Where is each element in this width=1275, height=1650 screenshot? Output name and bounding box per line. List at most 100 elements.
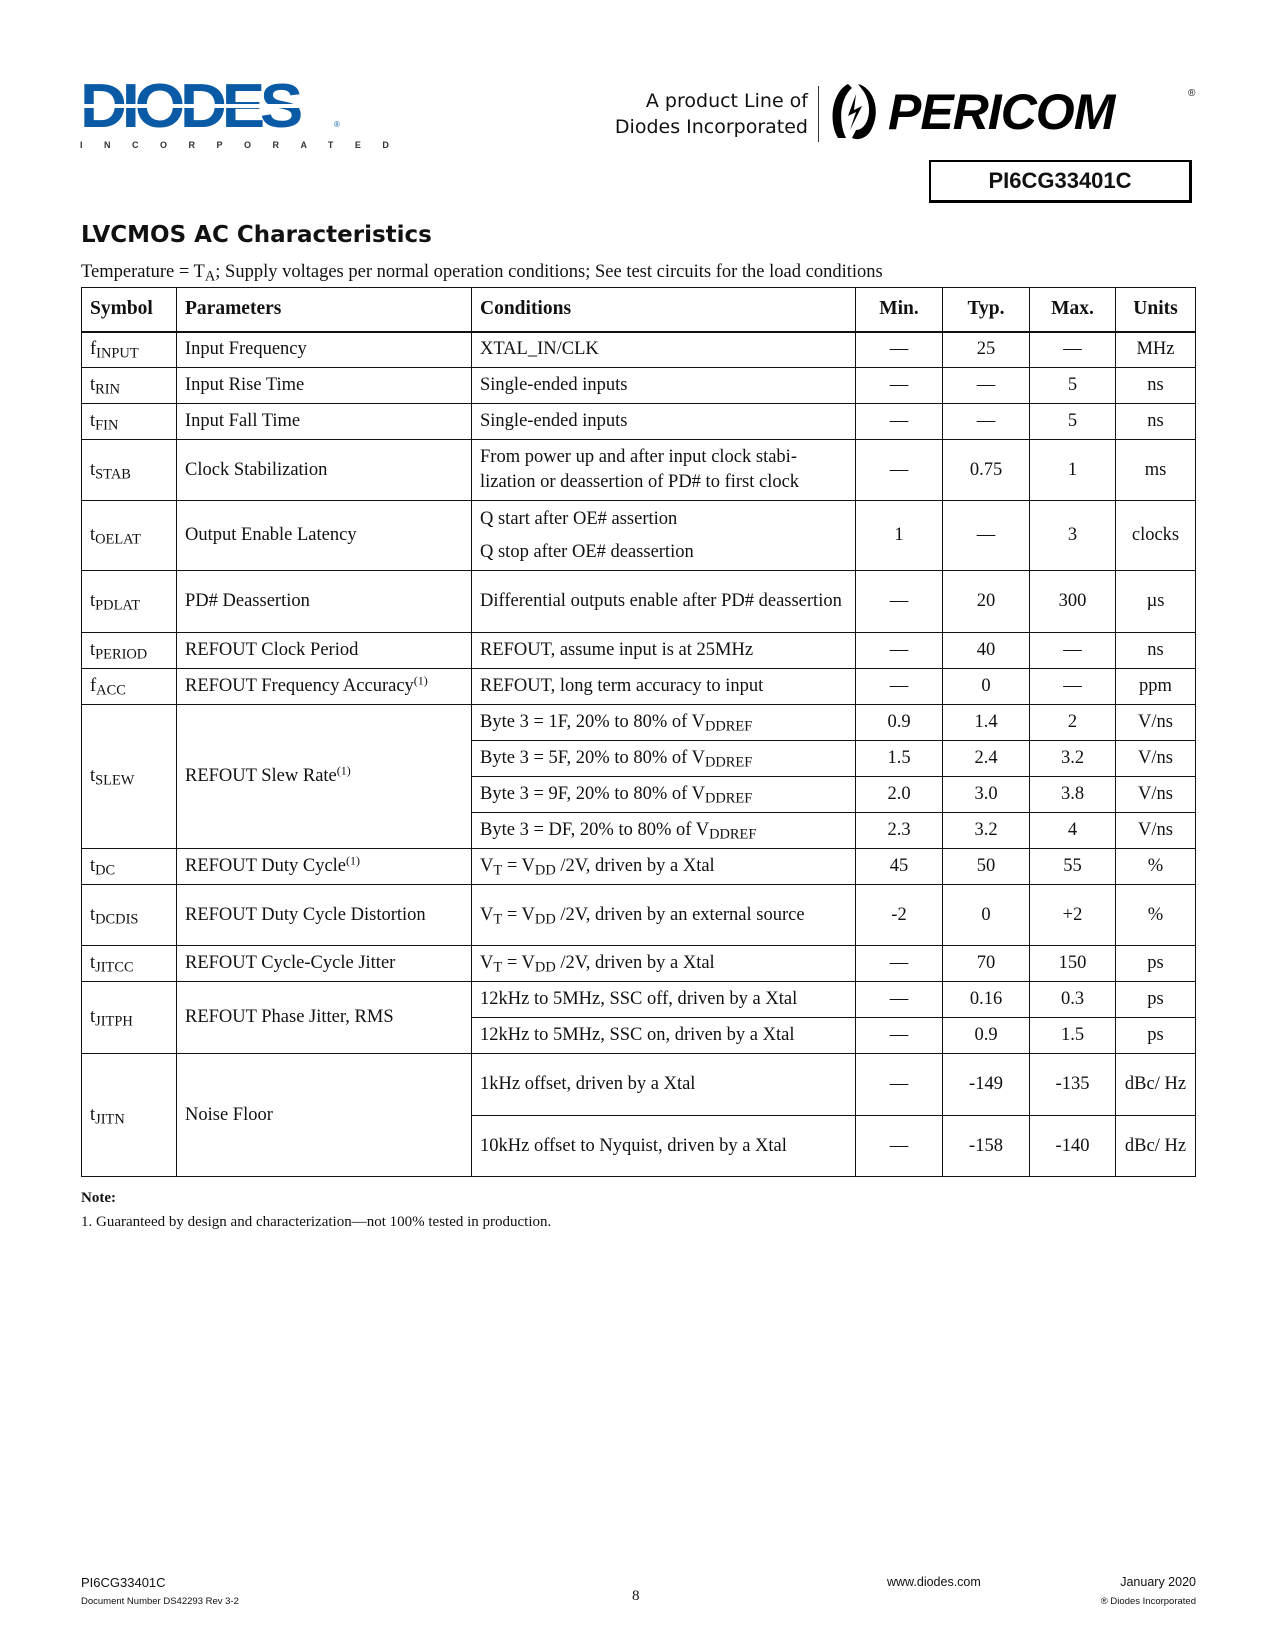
test-conditions-prefix: Temperature = T	[81, 262, 205, 282]
condition-cell: 10kHz offset to Nyquist, driven by a Xta…	[471, 1115, 856, 1177]
section-title: LVCMOS AC Characteristics	[81, 222, 432, 248]
footnote-ref: (1)	[346, 853, 361, 868]
units-cell: ns	[1115, 367, 1196, 404]
condition-paragraph: 1kHz offset, driven by a Xtal	[480, 1072, 847, 1097]
condition-subscript: DDREF	[704, 718, 753, 735]
header-conditions: Conditions	[471, 287, 856, 333]
typ-cell: 0.75	[942, 439, 1030, 501]
footer-document-number: Document Number DS42293 Rev 3-2	[81, 1596, 239, 1607]
condition-cell: Single-ended inputs	[471, 403, 856, 440]
min-cell: —	[855, 403, 943, 440]
symbol-base: t	[90, 904, 96, 925]
condition-paragraph: REFOUT, long term accuracy to input	[480, 674, 847, 699]
typ-cell: 20	[942, 570, 1030, 633]
table-row: Byte 3 = 9F, 20% to 80% of VDDREF 2.0 3.0 3…	[82, 776, 1196, 813]
units-cell: ns	[1115, 403, 1196, 440]
condition-cell: VT = VDD /2V, driven by a Xtal	[471, 848, 856, 885]
parameter-text: REFOUT Phase Jitter, RMS	[185, 1007, 394, 1027]
min-cell: —	[855, 1115, 943, 1177]
condition-cell: VT = VDD /2V, driven by an external sour…	[471, 884, 856, 946]
test-conditions-suffix: ; Supply voltages per normal operation c…	[215, 262, 883, 282]
typ-cell: 70	[942, 945, 1030, 982]
condition-paragraph: Single-ended inputs	[480, 409, 847, 434]
footer-website[interactable]: www.diodes.com	[887, 1575, 981, 1589]
condition-text: Single-ended inputs	[480, 375, 628, 395]
condition-text: REFOUT, assume input is at 25MHz	[480, 640, 754, 660]
max-cell: 5	[1029, 367, 1116, 404]
header-divider	[818, 86, 819, 142]
typ-cell: -149	[942, 1053, 1030, 1116]
units-cell: ns	[1115, 632, 1196, 669]
units-cell: V/ns	[1115, 812, 1196, 849]
parameter-text: PD# Deassertion	[185, 591, 310, 611]
condition-paragraph: XTAL_IN/CLK	[480, 337, 847, 362]
units-cell: MHz	[1115, 331, 1196, 368]
parameter-text: REFOUT Frequency Accuracy	[185, 676, 414, 696]
pericom-logo: PERICOM ®	[828, 82, 1198, 142]
condition-paragraph: Byte 3 = 5F, 20% to 80% of VDDREF	[480, 746, 847, 771]
typ-cell: 0.9	[942, 1017, 1030, 1054]
symbol-subscript: RIN	[95, 381, 120, 398]
symbol-base: t	[90, 856, 96, 876]
condition-text: 1kHz offset, driven by a Xtal	[480, 1074, 696, 1094]
condition-paragraph: Differential outputs enable after PD# de…	[480, 589, 847, 614]
symbol-base: f	[90, 676, 97, 696]
table-row: tPERIOD REFOUT Clock Period REFOUT, assume…	[81, 632, 1196, 669]
header-max: Max.	[1029, 287, 1116, 333]
max-cell: 3.8	[1029, 776, 1116, 813]
symbol-subscript: JITN	[95, 1111, 125, 1128]
parameter-text: Input Rise Time	[185, 375, 305, 395]
max-cell: +2	[1029, 884, 1116, 946]
parameter-cell: PD# Deassertion	[176, 570, 472, 633]
condition-text: Q stop after OE# deassertion	[480, 541, 694, 562]
parameter-cell: REFOUT Duty Cycle Distortion	[176, 884, 472, 946]
typ-cell: -158	[942, 1115, 1030, 1177]
lvcmos-ac-characteristics-table: Symbol Parameters Conditions Min. Typ. M…	[81, 287, 1196, 1177]
condition-subscript: DDREF	[704, 790, 753, 807]
max-cell: 2	[1029, 704, 1116, 741]
product-line-text: A product Line of Diodes Incorporated	[615, 88, 808, 140]
symbol-cell: tDCDIS	[81, 884, 177, 946]
condition-cell: XTAL_IN/CLK	[471, 331, 856, 368]
condition-paragraph: Byte 3 = DF, 20% to 80% of VDDREF	[480, 818, 847, 843]
symbol-subscript: SLEW	[95, 772, 135, 789]
condition-cell: Q start after OE# assertion Q stop after …	[471, 500, 856, 571]
min-cell: -2	[855, 884, 943, 946]
symbol-cell: tFIN	[81, 403, 177, 440]
table-row: 10kHz offset to Nyquist, driven by a Xta…	[82, 1115, 1196, 1177]
parameter-text: Input Fall Time	[185, 411, 301, 431]
min-cell: —	[855, 1017, 943, 1054]
condition-cell: Byte 3 = 5F, 20% to 80% of VDDREF	[471, 740, 856, 777]
max-cell: 0.3	[1029, 981, 1116, 1018]
typ-cell: 0	[942, 668, 1030, 705]
condition-subscript: T	[493, 959, 503, 976]
header-typ: Typ.	[942, 287, 1030, 333]
typ-cell: —	[942, 367, 1030, 404]
condition-paragraph: VT = VDD /2V, driven by a Xtal	[480, 951, 847, 976]
condition-cell: 12kHz to 5MHz, SSC off, driven by a Xtal	[471, 981, 856, 1018]
min-cell: —	[855, 945, 943, 982]
table-row: tJITCC REFOUT Cycle-Cycle Jitter VT = VDD …	[81, 945, 1196, 982]
condition-text: /2V, driven by a Xtal	[555, 856, 715, 876]
min-cell: —	[855, 367, 943, 404]
parameter-cell: REFOUT Cycle-Cycle Jitter	[176, 945, 472, 982]
parameter-cell: REFOUT Phase Jitter, RMS	[176, 981, 472, 1054]
condition-paragraph: Q start after OE# assertion	[480, 507, 847, 532]
condition-text: 10kHz offset to Nyquist, driven by a Xta…	[480, 1135, 787, 1156]
header-min: Min.	[855, 287, 943, 333]
symbol-base: t	[90, 766, 96, 786]
max-cell: -135	[1029, 1053, 1116, 1116]
condition-text: = V	[502, 953, 535, 973]
parameter-cell: REFOUT Slew Rate(1)	[176, 704, 472, 849]
min-cell: 45	[855, 848, 943, 885]
typ-cell: 3.0	[942, 776, 1030, 813]
symbol-subscript: PERIOD	[95, 646, 148, 663]
condition-subscript: T	[493, 862, 503, 879]
max-cell: —	[1029, 632, 1116, 669]
parameter-text: REFOUT Clock Period	[185, 640, 359, 660]
symbol-subscript: INPUT	[96, 345, 139, 362]
max-cell: 150	[1029, 945, 1116, 982]
symbol-subscript: PDLAT	[95, 597, 141, 614]
product-line-1: A product Line of	[645, 90, 808, 112]
condition-text: From power up and after input clock stab…	[480, 447, 800, 492]
